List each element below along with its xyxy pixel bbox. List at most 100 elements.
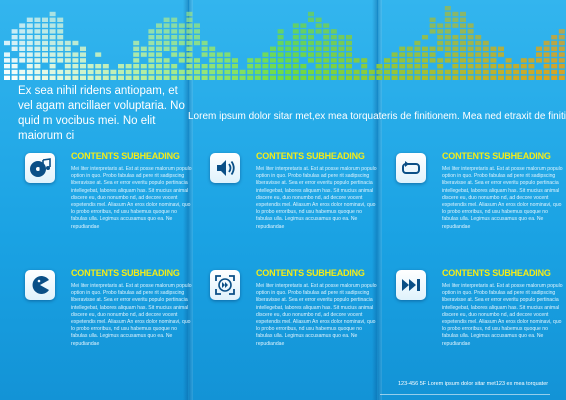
equalizer-cell xyxy=(460,52,466,57)
equalizer-cell xyxy=(399,58,406,63)
equalizer-cell xyxy=(543,40,550,46)
equalizer-cell xyxy=(178,58,185,63)
equalizer-cell xyxy=(482,52,489,57)
equalizer-cell xyxy=(520,75,527,80)
equalizer-cell xyxy=(330,64,337,69)
equalizer-cell xyxy=(475,69,482,75)
equalizer-cell xyxy=(277,69,284,75)
pacman-icon xyxy=(32,276,49,294)
equalizer-cell xyxy=(57,35,64,40)
equalizer-cell xyxy=(406,75,413,80)
equalizer-cell xyxy=(201,52,208,57)
equalizer-cell xyxy=(72,58,79,63)
equalizer-cell xyxy=(110,75,117,80)
equalizer-cell xyxy=(308,58,314,63)
equalizer-cell xyxy=(467,35,474,40)
equalizer-cell xyxy=(148,46,155,51)
equalizer-cell xyxy=(422,46,428,51)
equalizer-cell xyxy=(262,69,269,75)
equalizer-cell xyxy=(95,52,102,57)
equalizer-cell xyxy=(308,46,314,51)
equalizer-cell xyxy=(346,64,352,69)
equalizer-cell xyxy=(482,40,489,46)
equalizer-cell xyxy=(330,29,337,34)
card-heading: CONTENTS SUBHEADING xyxy=(256,268,365,278)
equalizer-cell xyxy=(148,75,155,80)
equalizer-cell xyxy=(26,35,33,40)
equalizer-cell xyxy=(346,40,352,46)
equalizer-cell xyxy=(399,46,406,51)
footer-address: 123-456 5F Lorem ipsum dolor sitar met12… xyxy=(398,381,549,387)
equalizer-cell xyxy=(323,35,330,40)
equalizer-cell xyxy=(300,35,307,40)
equalizer-cell xyxy=(95,64,102,69)
equalizer-cell xyxy=(323,64,330,69)
equalizer-cell xyxy=(338,52,345,57)
equalizer-cell xyxy=(292,35,299,40)
equalizer-cell xyxy=(490,75,497,80)
equalizer-cell xyxy=(247,69,254,75)
equalizer-cell xyxy=(156,52,162,57)
equalizer-cell xyxy=(528,75,535,80)
equalizer-cell xyxy=(186,52,193,57)
equalizer-cell xyxy=(475,40,482,46)
equalizer-cell xyxy=(178,75,185,80)
equalizer-cell xyxy=(551,75,558,80)
equalizer-cell xyxy=(558,64,565,69)
equalizer-cell xyxy=(277,64,284,69)
equalizer-cell xyxy=(475,75,482,80)
equalizer-cell xyxy=(194,35,200,40)
equalizer-cell xyxy=(11,35,18,40)
equalizer-cell xyxy=(406,52,413,57)
equalizer-cell xyxy=(34,69,41,75)
equalizer-cell xyxy=(414,75,421,80)
equalizer-cell xyxy=(277,46,284,51)
equalizer-cell xyxy=(429,58,436,63)
equalizer-cell xyxy=(64,75,71,80)
equalizer-cell xyxy=(49,46,56,51)
equalizer-cell xyxy=(42,58,48,63)
equalizer-cell xyxy=(414,69,421,75)
equalizer-cell xyxy=(505,64,512,69)
equalizer-cell xyxy=(247,75,254,80)
equalizer-cell xyxy=(156,29,162,34)
equalizer-cell xyxy=(437,23,444,28)
equalizer-cell xyxy=(285,64,292,69)
equalizer-cell xyxy=(4,40,10,46)
equalizer-cell xyxy=(254,58,261,63)
equalizer-cell xyxy=(406,64,413,69)
equalizer-cell xyxy=(34,58,41,63)
equalizer-cell xyxy=(391,52,398,57)
equalizer-cell xyxy=(171,23,178,28)
equalizer-cell xyxy=(460,64,466,69)
equalizer-cell xyxy=(399,64,406,69)
equalizer-cell xyxy=(209,75,216,80)
equalizer-cell xyxy=(308,35,314,40)
equalizer-cell xyxy=(140,52,147,57)
equalizer-cell xyxy=(270,52,276,57)
equalizer-cell xyxy=(292,23,299,28)
equalizer-cell xyxy=(26,23,33,28)
equalizer-cell xyxy=(498,64,504,69)
equalizer-cell xyxy=(285,52,292,57)
equalizer-cell xyxy=(308,52,314,57)
equalizer-cell xyxy=(361,69,368,75)
equalizer-cell xyxy=(300,69,307,75)
card-body: Mei liter interpretaris at. Est at posse… xyxy=(442,283,563,347)
equalizer-cell xyxy=(26,46,33,51)
equalizer-cell xyxy=(194,40,200,46)
equalizer-cell xyxy=(224,75,231,80)
equalizer-cell xyxy=(57,40,64,46)
equalizer-cell xyxy=(49,64,56,69)
equalizer-cell xyxy=(186,17,193,22)
equalizer-cell xyxy=(558,75,565,80)
equalizer-cell xyxy=(4,52,10,57)
equalizer-cell xyxy=(292,40,299,46)
equalizer-cell xyxy=(270,69,276,75)
equalizer-cell xyxy=(558,58,565,63)
equalizer-cell xyxy=(422,58,428,63)
equalizer-cell xyxy=(490,58,497,63)
equalizer-cell xyxy=(437,75,444,80)
equalizer-cell xyxy=(376,75,383,80)
equalizer-cell xyxy=(323,23,330,28)
